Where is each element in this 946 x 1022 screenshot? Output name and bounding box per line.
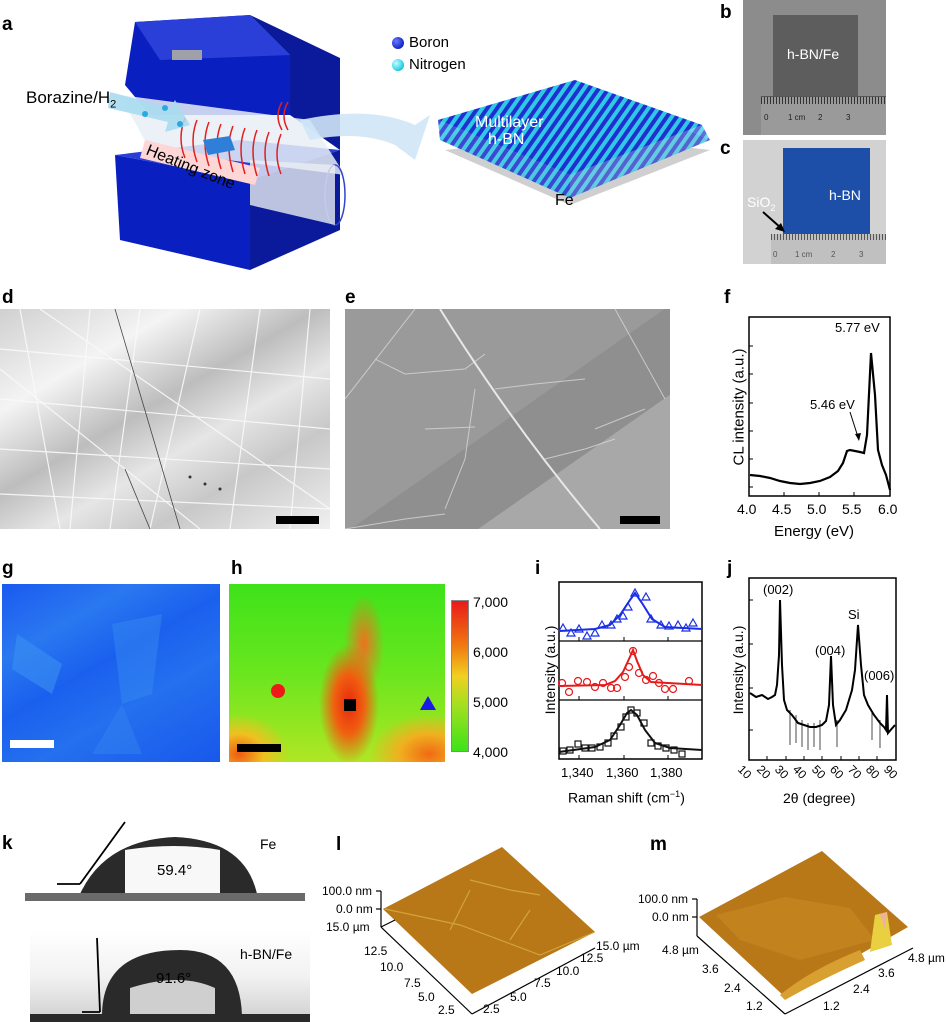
colorbar-tick-5000: 5,000 (473, 694, 509, 710)
colorbar-tick-7000: 7,000 (473, 594, 509, 610)
contact-angle-hbn-fe: h-BN/Fe 91.6° (30, 930, 310, 1022)
hbn-sample (783, 148, 870, 235)
sem-image-d (0, 309, 330, 529)
annotation-5-46: 5.46 eV (810, 397, 855, 412)
peak-label-002: (002) (763, 582, 794, 597)
panel-label-g: g (2, 558, 14, 579)
scale-bar (237, 744, 281, 752)
panel-label-l: l (336, 834, 342, 855)
panel-label-f: f (724, 287, 731, 308)
arrow-icon (762, 211, 785, 232)
sample-label-hbn: h-BN (829, 187, 861, 203)
peak-label-004: (004) (815, 643, 846, 658)
photo-hbn-fe: h-BN/Fe 0 1 cm 2 3 (743, 0, 886, 135)
sample-label-fe: Fe (260, 836, 277, 852)
afm-3d-m: 100.0 nm 0.0 nm 4.8 µm 3.6 2.4 1.2 1.2 2… (630, 820, 946, 1022)
optical-image-g (2, 584, 220, 762)
cl-spectrum-line (749, 352, 892, 491)
grain-boundaries (345, 309, 666, 529)
panel-label-h: h (231, 558, 243, 579)
panel-a-product: Boron Nitrogen Multilayer h-BN Fe (380, 0, 730, 280)
grain-boundaries (0, 309, 330, 529)
ruler (771, 234, 886, 264)
y-axis-label: CL intensity (a.u.) (730, 348, 748, 466)
angle-fe: 59.4° (157, 862, 193, 879)
panel-a: a Borazine/H2 Heating zo (0, 0, 430, 280)
photo-hbn-sio2: h-BN SiO2 0 1 cm 2 3 (743, 140, 886, 264)
scale-bar (620, 516, 660, 524)
peak-label-si: Si (848, 607, 860, 622)
black-square-marker (344, 699, 356, 711)
cvd-furnace-illustration (108, 15, 430, 270)
panel-label-k: k (2, 833, 13, 854)
panel-label-m: m (650, 834, 667, 855)
domain-texture (12, 614, 162, 754)
fe-sample (773, 15, 858, 100)
nitrogen-dot-icon (392, 59, 404, 71)
scale-bar (276, 516, 319, 524)
sample-label-hbn-fe: h-BN/Fe (787, 46, 840, 62)
gas-label: Borazine/H2 (26, 88, 117, 111)
y-axis-label: Intensity (a.u.) (730, 625, 746, 715)
panel-label-c: c (720, 138, 731, 159)
xrd-pattern-line (749, 599, 896, 736)
ruler (761, 96, 886, 135)
contact-angle-fe: Fe 59.4° (25, 821, 305, 902)
panel-label-i: i (535, 558, 541, 579)
panel-label-b: b (720, 2, 732, 23)
peak-label-006: (006) (864, 668, 895, 683)
y-axis-label: Intensity (a.u.) (542, 625, 558, 715)
annotation-5-77: 5.77 eV (835, 320, 880, 335)
xrd-plot (748, 577, 897, 761)
red-circle-marker (271, 684, 285, 698)
product-label-hbn: h-BN (488, 131, 525, 148)
panel-label-a: a (2, 14, 13, 35)
sample-label-hbn-fe: h-BN/Fe (240, 946, 293, 962)
sem-image-e (345, 309, 670, 529)
colorbar (451, 600, 469, 752)
substrate-label-fe: Fe (555, 192, 574, 209)
angle-hbn-fe: 91.6° (156, 970, 192, 987)
colorbar-tick-6000: 6,000 (473, 644, 509, 660)
chart-xrd: (002) (004) Si (006) Intensity (a.u.) 10… (720, 555, 946, 815)
boron-dot-icon (392, 37, 404, 49)
panel-label-e: e (345, 287, 356, 308)
chart-raman-spectra: Intensity (a.u.) 1,340 1,360 1,380 Raman… (495, 555, 735, 815)
x-axis-label: Raman shift (cm−1) (568, 789, 685, 806)
chart-cl-spectrum: 5.77 eV 5.46 eV CL intensity (a.u.) 4.0 … (690, 285, 946, 555)
panel-label-d: d (2, 287, 14, 308)
raman-plot (557, 581, 703, 760)
sio2-label: SiO2 (747, 194, 776, 213)
raman-map-h (229, 584, 445, 762)
cl-plot (748, 316, 892, 497)
product-label-multilayer: Multilayer (475, 114, 544, 131)
scale-bar (10, 740, 54, 748)
colorbar-tick-4000: 4,000 (473, 744, 509, 760)
x-axis-label: 2θ (degree) (783, 790, 856, 806)
panel-label-j: j (727, 558, 733, 579)
afm-3d-l: 100.0 nm 0.0 nm 15.0 µm 12.5 10.0 7.5 5.… (310, 820, 640, 1022)
x-axis-label: Energy (eV) (774, 523, 855, 540)
blue-triangle-marker (420, 696, 436, 710)
hbn-lattice-illustration (438, 80, 710, 205)
